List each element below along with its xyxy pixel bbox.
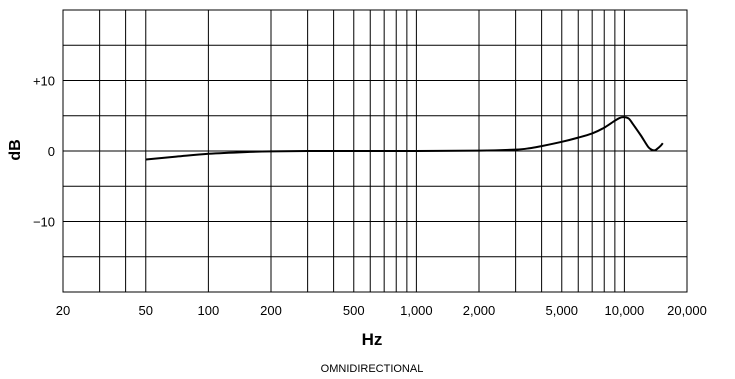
x-tick-label: 20,000 [667, 303, 707, 318]
chart-caption: OMNIDIRECTIONAL [321, 363, 424, 375]
y-tick-label: +10 [33, 74, 55, 89]
x-tick-labels: 20 50 100 200 500 1,000 2,000 5,000 10,000 20,000 [56, 303, 707, 318]
x-tick-label: 200 [260, 303, 282, 318]
x-tick-label: 1,000 [400, 303, 433, 318]
x-tick-label: 100 [198, 303, 220, 318]
response-curve [145, 116, 664, 161]
y-tick-label: −10 [33, 215, 55, 230]
x-tick-label: 5,000 [545, 303, 578, 318]
x-tick-label: 50 [139, 303, 153, 318]
x-tick-label: 500 [343, 303, 365, 318]
series-group [145, 116, 664, 161]
x-tick-label: 2,000 [463, 303, 496, 318]
x-tick-label: 10,000 [605, 303, 645, 318]
x-tick-label: 20 [56, 303, 70, 318]
x-axis-label: Hz [362, 330, 383, 349]
y-tick-labels: +10 0 −10 [33, 74, 55, 230]
plot-frame [62, 9, 688, 293]
y-tick-label: 0 [48, 144, 55, 159]
y-axis-label: dB [7, 139, 24, 160]
